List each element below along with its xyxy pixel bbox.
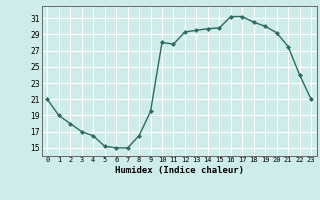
X-axis label: Humidex (Indice chaleur): Humidex (Indice chaleur) xyxy=(115,166,244,175)
